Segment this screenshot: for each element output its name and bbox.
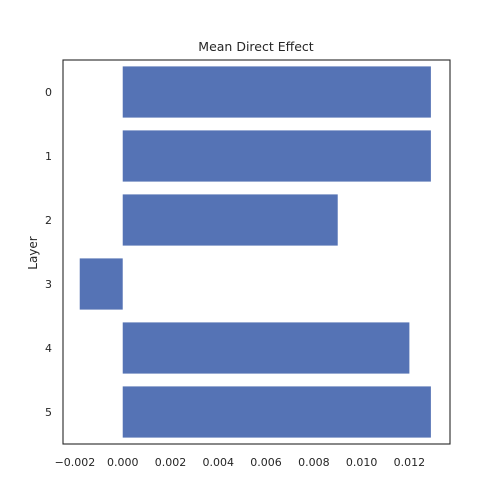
x-tick-label: 0.000	[107, 456, 139, 469]
bar-layer-4	[122, 322, 410, 374]
y-tick-label: 2	[45, 214, 52, 227]
y-tick-label: 4	[45, 342, 52, 355]
x-tick-label: 0.002	[155, 456, 187, 469]
bar-layer-3	[79, 258, 123, 310]
bar-layer-1	[122, 130, 431, 182]
y-axis-title: Layer	[26, 236, 40, 270]
x-tick-label: 0.006	[250, 456, 282, 469]
bar-layer-2	[122, 194, 338, 246]
plot-frame	[62, 59, 451, 445]
y-tick-label: 1	[45, 150, 52, 163]
x-tick-label: −0.002	[55, 456, 96, 469]
y-tick-labels: 0 1 2 3 4 5	[45, 86, 52, 419]
y-tick-label: 0	[45, 86, 52, 99]
y-tick-label: 3	[45, 278, 52, 291]
x-tick-label: 0.008	[298, 456, 330, 469]
x-tick-label: 0.012	[394, 456, 426, 469]
x-tick-labels: −0.002 0.000 0.002 0.004 0.006 0.008 0.010 0.01…	[55, 456, 426, 469]
chart-title: Mean Direct Effect	[198, 39, 314, 54]
bars-group	[79, 66, 431, 438]
bar-layer-5	[122, 386, 431, 438]
bar-layer-0	[122, 66, 431, 118]
x-tick-label: 0.004	[203, 456, 235, 469]
x-tick-label: 0.010	[346, 456, 378, 469]
y-tick-label: 5	[45, 406, 52, 419]
